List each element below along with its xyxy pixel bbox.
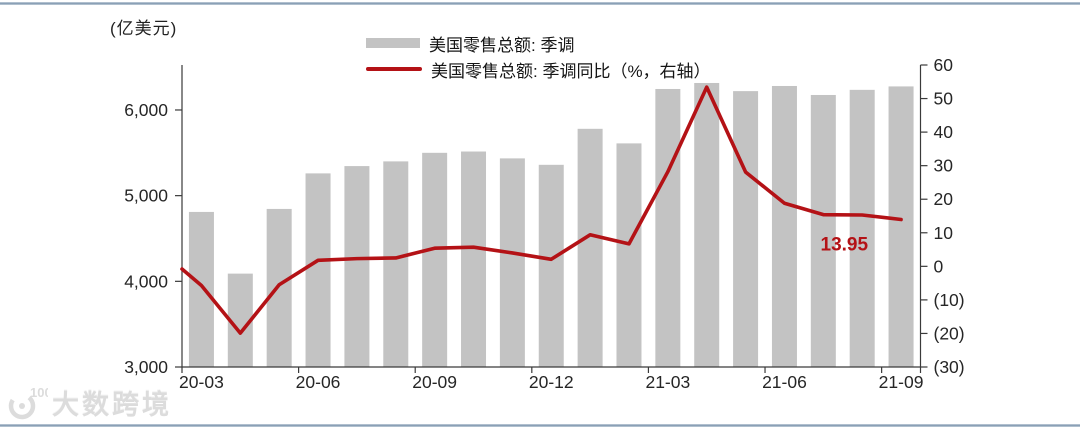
bar-20-09 — [422, 152, 448, 367]
bar-21-06 — [771, 85, 797, 367]
x-axis-label-21-06: 21-06 — [762, 372, 807, 392]
last-value-annotation: 13.95 — [821, 235, 869, 256]
bar-20-06 — [305, 173, 331, 367]
right-axis-tick-label: (20) — [934, 323, 965, 343]
left-axis-tick-label: 4,000 — [124, 271, 168, 291]
bar-20-07 — [344, 166, 370, 367]
legend-bar-swatch-icon — [366, 38, 420, 48]
bar-20-05 — [266, 208, 292, 367]
x-axis-label-21-09: 21-09 — [879, 372, 924, 392]
right-axis-tick-label: 10 — [934, 223, 954, 243]
legend-bar-label: 美国零售总额: 季调 — [429, 35, 575, 55]
bar-21-04 — [694, 82, 720, 367]
right-axis-tick-label: 20 — [934, 189, 954, 209]
left-axis-unit-label: (亿美元) — [110, 19, 178, 38]
bar-21-03 — [655, 88, 681, 368]
right-axis-tick-label: (30) — [934, 357, 965, 377]
left-axis-tick-label: 5,000 — [124, 186, 168, 206]
legend-item-bar-series: 美国零售总额: 季调 — [366, 30, 711, 56]
bar-20-11 — [499, 158, 525, 367]
bar-21-02 — [616, 143, 642, 367]
legend-line-swatch-icon — [366, 67, 422, 71]
top-divider — [0, 2, 1080, 5]
left-axis-tick-label: 6,000 — [124, 100, 168, 120]
x-axis-label-20-06: 20-06 — [296, 372, 341, 392]
watermark-text: 大数跨境 — [52, 390, 172, 420]
x-axis-label-21-03: 21-03 — [645, 372, 690, 392]
right-axis-tick-label: 30 — [934, 156, 954, 176]
left-axis-tick-label: 3,000 — [124, 357, 168, 377]
yoy-line-series — [180, 85, 903, 335]
chart-legend: 美国零售总额: 季调 美国零售总额: 季调同比（%，右轴） — [366, 30, 711, 82]
bar-21-08 — [849, 89, 875, 367]
bar-20-08 — [383, 161, 409, 367]
bar-20-03 — [188, 211, 214, 367]
bar-20-12 — [538, 164, 564, 367]
x-axis-label-20-09: 20-09 — [412, 372, 457, 392]
bar-21-01 — [577, 128, 603, 367]
bar-21-07 — [810, 94, 836, 368]
svg-text:100: 100 — [30, 385, 48, 400]
legend-line-label: 美国零售总额: 季调同比（%，右轴） — [431, 61, 711, 81]
x-axis-label-20-03: 20-03 — [179, 372, 224, 392]
legend-item-line-series: 美国零售总额: 季调同比（%，右轴） — [366, 56, 711, 82]
right-axis-tick-label: 0 — [934, 256, 944, 276]
bar-20-10 — [461, 151, 487, 367]
x-axis-label-20-12: 20-12 — [529, 372, 574, 392]
bar-21-09 — [888, 86, 914, 367]
swirl-100-icon: 100 — [8, 385, 48, 419]
bottom-divider — [0, 424, 1080, 427]
right-axis-tick-label: (10) — [934, 290, 965, 310]
right-axis-tick-label: 50 — [934, 89, 954, 109]
right-axis-tick-label: 60 — [934, 55, 954, 75]
right-axis-tick-label: 40 — [934, 122, 954, 142]
watermark: 100 大数跨境 — [6, 383, 172, 422]
bar-21-05 — [733, 91, 759, 367]
